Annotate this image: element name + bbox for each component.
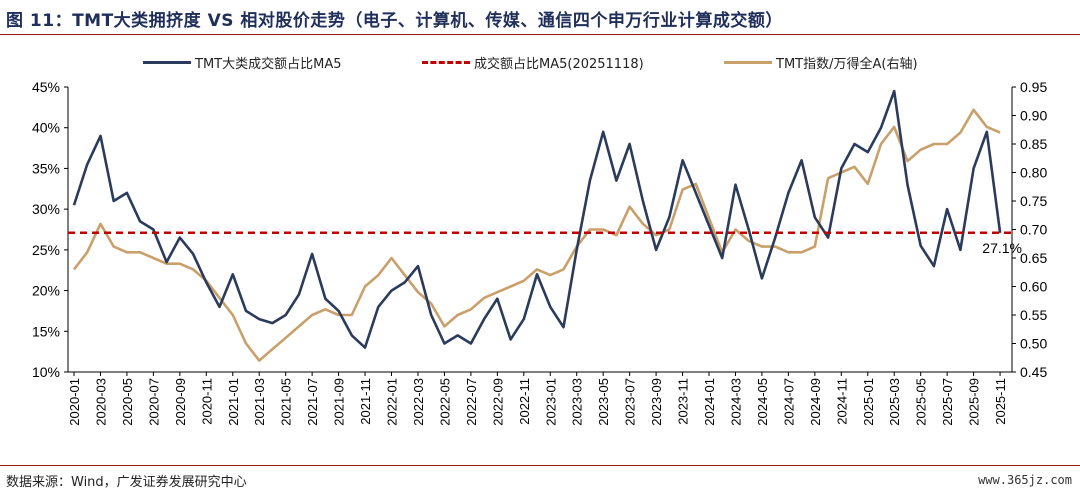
x-tick-label: 2020-07	[146, 378, 161, 426]
x-tick-label: 2024-01	[702, 378, 717, 426]
reference-value-label: 27.1%	[982, 240, 1022, 256]
x-tick-label: 2025-01	[861, 378, 876, 426]
x-tick-label: 2022-07	[464, 378, 479, 426]
legend-label-tan: TMT指数/万得全A(右轴)	[776, 56, 918, 72]
x-tick-label: 2023-07	[623, 378, 638, 426]
x-tick-label: 2021-01	[226, 378, 241, 426]
y-right-tick-label: 0.75	[1020, 193, 1047, 209]
x-tick-label: 2023-05	[596, 378, 611, 426]
chart-plot: 10% 15% 20% 25% 30% 35% 40% 45% 0.45 0.50 0.55 0.60…	[32, 79, 1047, 426]
x-tick-label: 2022-01	[385, 378, 400, 426]
source-note: 数据来源：Wind，广发证券发展研究中心	[6, 475, 247, 490]
y-right-tick-label: 0.80	[1020, 165, 1047, 181]
x-tick-label: 2022-03	[411, 378, 426, 426]
tmt-relative-price-line	[72, 108, 1001, 362]
x-tick-label: 2020-01	[67, 378, 82, 426]
y-left-tick-label: 30%	[32, 201, 60, 217]
chart-title: 图 11：TMT大类拥挤度 VS 相对股价走势（电子、计算机、传媒、通信四个申万…	[6, 11, 783, 31]
y-left-tick-label: 10%	[32, 364, 60, 380]
x-tick-label: 2020-09	[173, 378, 188, 426]
x-tick-label: 2024-03	[728, 378, 743, 426]
tmt-turnover-share-line	[72, 89, 1002, 349]
x-tick-label: 2021-11	[358, 378, 373, 425]
y-left-tick-label: 25%	[32, 242, 60, 258]
x-tick-label: 2021-07	[305, 378, 320, 426]
y-right-tick-label: 0.60	[1020, 279, 1047, 295]
watermark: www.365jz.com	[978, 473, 1072, 487]
legend-swatch-red	[422, 60, 470, 64]
x-tick-label: 2023-03	[570, 378, 585, 426]
x-tick-label: 2025-05	[914, 378, 929, 426]
y-right-tick-label: 0.45	[1020, 364, 1047, 380]
x-tick-label: 2022-09	[490, 378, 505, 426]
x-tick-label: 2020-03	[93, 378, 108, 426]
legend-swatch-navy	[143, 60, 191, 64]
legend-item-navy: TMT大类成交额占比MA5	[143, 50, 341, 74]
y-right-tick-label: 0.85	[1020, 136, 1047, 152]
y-left-tick-label: 20%	[32, 283, 60, 299]
legend-label-navy: TMT大类成交额占比MA5	[195, 56, 342, 72]
x-tick-label: 2021-03	[252, 378, 267, 426]
y-left-tick-label: 35%	[32, 160, 60, 176]
legend-swatch-tan	[724, 60, 772, 64]
x-tick-label: 2021-09	[332, 378, 347, 426]
x-tick-label: 2023-01	[543, 378, 558, 426]
x-tick-label: 2023-11	[676, 378, 691, 425]
y-right-tick-label: 0.90	[1020, 108, 1047, 124]
x-tick-label: 2022-05	[437, 378, 452, 426]
y-left-tick-label: 45%	[32, 79, 60, 95]
x-tick-label: 2025-11	[993, 378, 1008, 425]
x-tick-label: 2023-09	[649, 378, 664, 426]
x-tick-label: 2024-05	[755, 378, 770, 426]
chart-legend: TMT大类成交额占比MA5 成交额占比MA5(20251118) TMT指数/万…	[0, 50, 1080, 74]
y-right-tick-label: 0.55	[1020, 307, 1047, 323]
x-tick-label: 2024-07	[781, 378, 796, 426]
y-left-tick-label: 40%	[32, 120, 60, 136]
legend-label-red: 成交额占比MA5(20251118)	[474, 56, 644, 72]
x-tick-label: 2020-11	[199, 378, 214, 425]
legend-item-tan: TMT指数/万得全A(右轴)	[724, 50, 918, 74]
y-right-tick-label: 0.95	[1020, 79, 1047, 95]
title-bar: 图 11：TMT大类拥挤度 VS 相对股价走势（电子、计算机、传媒、通信四个申万…	[0, 0, 1080, 35]
x-tick-label: 2024-09	[808, 378, 823, 426]
y-right-tick-label: 0.50	[1020, 336, 1047, 352]
x-tick-label: 2021-05	[279, 378, 294, 426]
x-tick-label: 2025-07	[940, 378, 955, 426]
footer-rule	[0, 465, 1080, 466]
y-left-tick-label: 15%	[32, 323, 60, 339]
x-tick-label: 2020-05	[120, 378, 135, 426]
y-right-tick-label: 0.70	[1020, 222, 1047, 238]
x-tick-label: 2022-11	[517, 378, 532, 425]
y-right-tick-label: 0.65	[1020, 250, 1047, 266]
legend-item-red: 成交额占比MA5(20251118)	[422, 50, 644, 74]
x-tick-label: 2024-11	[834, 378, 849, 425]
x-tick-label: 2025-09	[967, 378, 982, 426]
x-tick-label: 2025-03	[887, 378, 902, 426]
